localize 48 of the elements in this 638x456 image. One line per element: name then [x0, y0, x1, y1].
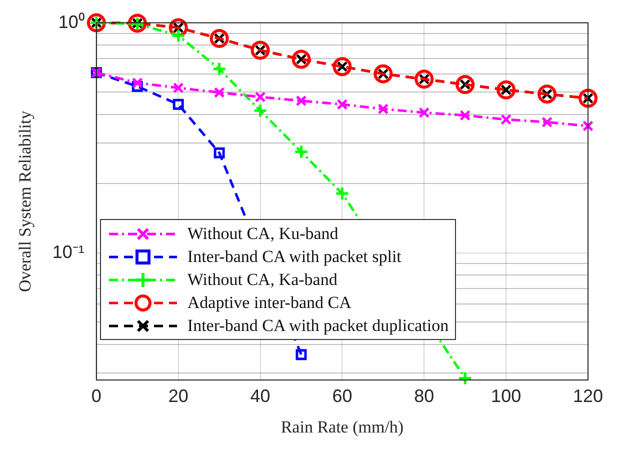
point — [132, 77, 143, 88]
x-tick-label: 40 — [250, 386, 270, 406]
legend-label: Without CA, Ku-band — [187, 224, 338, 244]
point — [374, 64, 393, 84]
legend-label: Adaptive inter-band CA — [187, 292, 352, 312]
point — [578, 88, 598, 108]
x-axis-title: Rain Rate (mm/h) — [280, 417, 404, 436]
point — [418, 107, 430, 118]
x-tick-label: 80 — [414, 386, 434, 406]
legend-label: Inter-band CA with packet duplication — [187, 316, 449, 336]
y-tick-label: 10⁻¹ — [52, 242, 84, 262]
point — [254, 91, 266, 102]
point — [212, 62, 227, 76]
point — [458, 370, 472, 386]
x-tick-label: 20 — [168, 386, 188, 406]
point — [292, 50, 311, 69]
point — [294, 144, 308, 160]
point — [210, 28, 229, 48]
y-axis-title: Overall System Reliability — [16, 110, 35, 292]
point — [128, 14, 147, 33]
point — [296, 349, 307, 360]
point — [172, 82, 184, 94]
point — [296, 95, 307, 106]
x-tick-label: 100 — [491, 386, 522, 406]
point — [214, 147, 225, 158]
point — [538, 84, 557, 104]
point — [336, 98, 348, 110]
point — [460, 110, 471, 121]
point — [378, 103, 389, 114]
point — [414, 70, 434, 89]
y-tick-label: 10⁰ — [58, 12, 84, 32]
point — [496, 80, 516, 100]
point — [250, 40, 270, 60]
point — [456, 75, 475, 94]
legend-label: Without CA, Ka-band — [187, 270, 338, 290]
legend-label: Inter-band CA with packet split — [187, 246, 402, 266]
point — [500, 114, 512, 125]
x-tick-label: 0 — [91, 386, 102, 406]
x-tick-label: 120 — [572, 386, 604, 406]
point — [171, 28, 186, 43]
point — [582, 120, 594, 132]
point — [334, 186, 350, 201]
point — [542, 116, 553, 128]
x-tick-label: 60 — [332, 386, 352, 406]
point — [172, 98, 184, 110]
point — [214, 86, 225, 98]
point — [332, 57, 352, 76]
point — [253, 103, 268, 118]
